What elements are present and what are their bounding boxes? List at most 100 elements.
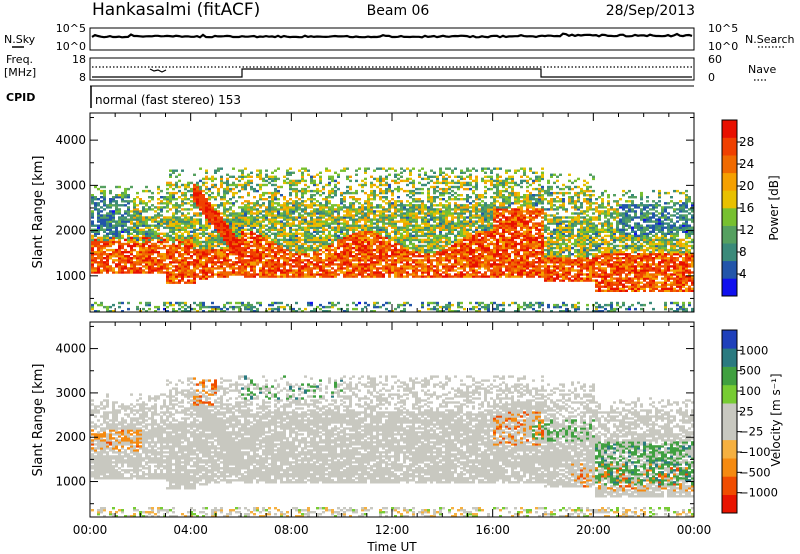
- heatmap-cell: [391, 244, 394, 248]
- heatmap-cell: [157, 255, 160, 258]
- heatmap-cell: [91, 261, 94, 264]
- heatmap-cell: [388, 224, 391, 227]
- heatmap-cell: [286, 200, 289, 203]
- heatmap-cell: [157, 202, 160, 205]
- heatmap-cell: [259, 175, 262, 178]
- heatmap-cell: [415, 224, 418, 227]
- heatmap-cell: [370, 269, 373, 272]
- heatmap-cell: [241, 232, 244, 235]
- heatmap-cell: [406, 275, 409, 278]
- heatmap-cell: [160, 222, 163, 225]
- heatmap-cell: [469, 307, 472, 311]
- heatmap-cell: [139, 261, 142, 264]
- heatmap-cell: [328, 238, 331, 242]
- heatmap-cell: [181, 240, 184, 244]
- heatmap-cell: [193, 281, 196, 284]
- heatmap-cell: [433, 307, 436, 311]
- heatmap-cell: [157, 208, 160, 211]
- heatmap-cell: [223, 236, 226, 240]
- heatmap-cell: [385, 187, 388, 191]
- heatmap-cell: [367, 248, 370, 252]
- heatmap-cell: [187, 198, 190, 201]
- heatmap-cell: [226, 214, 229, 217]
- heatmap-cell: [229, 240, 232, 244]
- heatmap-cell: [445, 248, 448, 252]
- heatmap-cell: [202, 250, 205, 254]
- heatmap-cell: [460, 198, 463, 201]
- heatmap-cell: [184, 216, 187, 219]
- heatmap-cell: [226, 236, 229, 240]
- heatmap-cell: [91, 228, 94, 231]
- heatmap-cell: [244, 259, 247, 262]
- heatmap-cell: [394, 187, 397, 191]
- heatmap-cell: [373, 273, 376, 276]
- heatmap-cell: [247, 206, 250, 209]
- heatmap-cell: [403, 244, 406, 248]
- heatmap-cell: [118, 255, 121, 258]
- heatmap-cell: [322, 216, 325, 219]
- heatmap-cell: [193, 273, 196, 276]
- heatmap-cell: [391, 222, 394, 225]
- heatmap-cell: [277, 208, 280, 211]
- heatmap-cell: [157, 271, 160, 274]
- heatmap-cell: [304, 216, 307, 219]
- heatmap-cell: [265, 275, 268, 278]
- heatmap-cell: [232, 240, 235, 244]
- heatmap-cell: [139, 257, 142, 260]
- heatmap-cell: [463, 255, 466, 258]
- heatmap-cell: [238, 214, 241, 217]
- heatmap-cell: [469, 220, 472, 223]
- heatmap-cell: [208, 257, 211, 260]
- heatmap-cell: [367, 267, 370, 270]
- heatmap-cell: [475, 206, 478, 209]
- heatmap-cell: [430, 246, 433, 250]
- heatmap-cell: [475, 238, 478, 242]
- heatmap-cell: [115, 255, 118, 258]
- heatmap-cell: [256, 307, 259, 311]
- heatmap-cell: [100, 236, 103, 240]
- heatmap-cell: [307, 236, 310, 240]
- heatmap-cell: [364, 275, 367, 278]
- heatmap-cell: [196, 214, 199, 217]
- heatmap-cell: [274, 224, 277, 227]
- heatmap-cell: [385, 263, 388, 266]
- heatmap-cell: [148, 259, 151, 262]
- heatmap-cell: [115, 210, 118, 213]
- heatmap-cell: [286, 303, 289, 307]
- heatmap-cell: [433, 265, 436, 268]
- heatmap-cell: [466, 244, 469, 248]
- heatmap-cell: [358, 301, 361, 305]
- heatmap-cell: [322, 305, 325, 309]
- heatmap-cell: [157, 307, 160, 311]
- heatmap-cell: [322, 242, 325, 246]
- heatmap-cell: [481, 220, 484, 223]
- heatmap-cell: [427, 271, 430, 274]
- heatmap-cell: [241, 187, 244, 191]
- heatmap-cell: [223, 248, 226, 252]
- heatmap-cell: [256, 248, 259, 252]
- heatmap-cell: [355, 244, 358, 248]
- heatmap-cell: [352, 259, 355, 262]
- heatmap-cell: [175, 212, 178, 215]
- heatmap-cell: [403, 250, 406, 254]
- heatmap-cell: [115, 196, 118, 199]
- heatmap-cell: [142, 216, 145, 219]
- heatmap-cell: [187, 234, 190, 238]
- heatmap-cell: [283, 226, 286, 229]
- heatmap-cell: [412, 206, 415, 209]
- heatmap-cell: [136, 259, 139, 262]
- heatmap-cell: [268, 226, 271, 229]
- heatmap-cell: [118, 271, 121, 274]
- heatmap-cell: [172, 257, 175, 260]
- heatmap-cell: [145, 261, 148, 264]
- heatmap-cell: [175, 234, 178, 238]
- heatmap-cell: [271, 228, 274, 231]
- heatmap-cell: [268, 307, 271, 311]
- heatmap-cell: [472, 240, 475, 244]
- heatmap-cell: [202, 253, 205, 256]
- heatmap-cell: [418, 198, 421, 201]
- heatmap-cell: [415, 273, 418, 276]
- heatmap-cell: [382, 222, 385, 225]
- heatmap-cell: [232, 253, 235, 256]
- heatmap-cell: [289, 238, 292, 242]
